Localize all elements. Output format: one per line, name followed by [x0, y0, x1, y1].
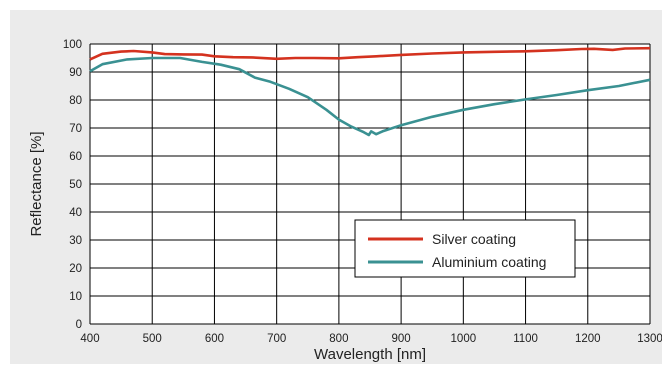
- legend-box: [354, 219, 576, 278]
- y-tick-label-40: 40: [69, 207, 82, 219]
- tick-labels: 0 10 20 30 40 50 60 70 80 90 100 400 500 600 700 800 900…: [63, 39, 662, 345]
- x-tick-label-600: 600: [205, 333, 224, 345]
- y-tick-label-60: 60: [69, 151, 82, 163]
- y-tick-label-100: 100: [63, 39, 82, 51]
- grid-lines: [89, 43, 651, 325]
- y-tick-label-80: 80: [69, 95, 82, 107]
- x-tick-label-800: 800: [329, 333, 348, 345]
- y-tick-label-70: 70: [69, 123, 82, 135]
- y-axis-title: Reflectance [%]: [28, 131, 45, 236]
- y-tick-label-90: 90: [69, 67, 82, 79]
- chart-panel: 0 10 20 30 40 50 60 70 80 90 100 400 500 600 700 800 900…: [10, 10, 662, 364]
- legend-label-aluminium: Aluminium coating: [432, 254, 546, 270]
- x-tick-label-1000: 1000: [451, 333, 477, 345]
- series-line-aluminium-coating: [89, 56, 651, 137]
- x-tick-label-1200: 1200: [575, 333, 601, 345]
- y-tick-label-10: 10: [69, 291, 82, 303]
- x-tick-label-900: 900: [392, 333, 411, 345]
- x-tick-label-1300: 1300: [637, 333, 662, 345]
- reflectance-chart: 0 10 20 30 40 50 60 70 80 90 100 400 500 600 700 800 900…: [28, 39, 662, 363]
- series-line-silver-coating: [89, 46, 651, 61]
- x-tick-label-400: 400: [80, 333, 99, 345]
- series-lines: [89, 46, 651, 137]
- y-tick-label-50: 50: [69, 179, 82, 191]
- legend: Silver coating Aluminium coating: [354, 219, 576, 278]
- y-tick-label-30: 30: [69, 235, 82, 247]
- y-tick-label-0: 0: [76, 319, 82, 331]
- x-tick-label-500: 500: [143, 333, 162, 345]
- x-axis-title: Wavelength [nm]: [314, 346, 426, 363]
- y-tick-label-20: 20: [69, 263, 82, 275]
- x-tick-label-700: 700: [267, 333, 286, 345]
- legend-label-silver: Silver coating: [432, 231, 516, 247]
- x-tick-label-1100: 1100: [513, 333, 538, 345]
